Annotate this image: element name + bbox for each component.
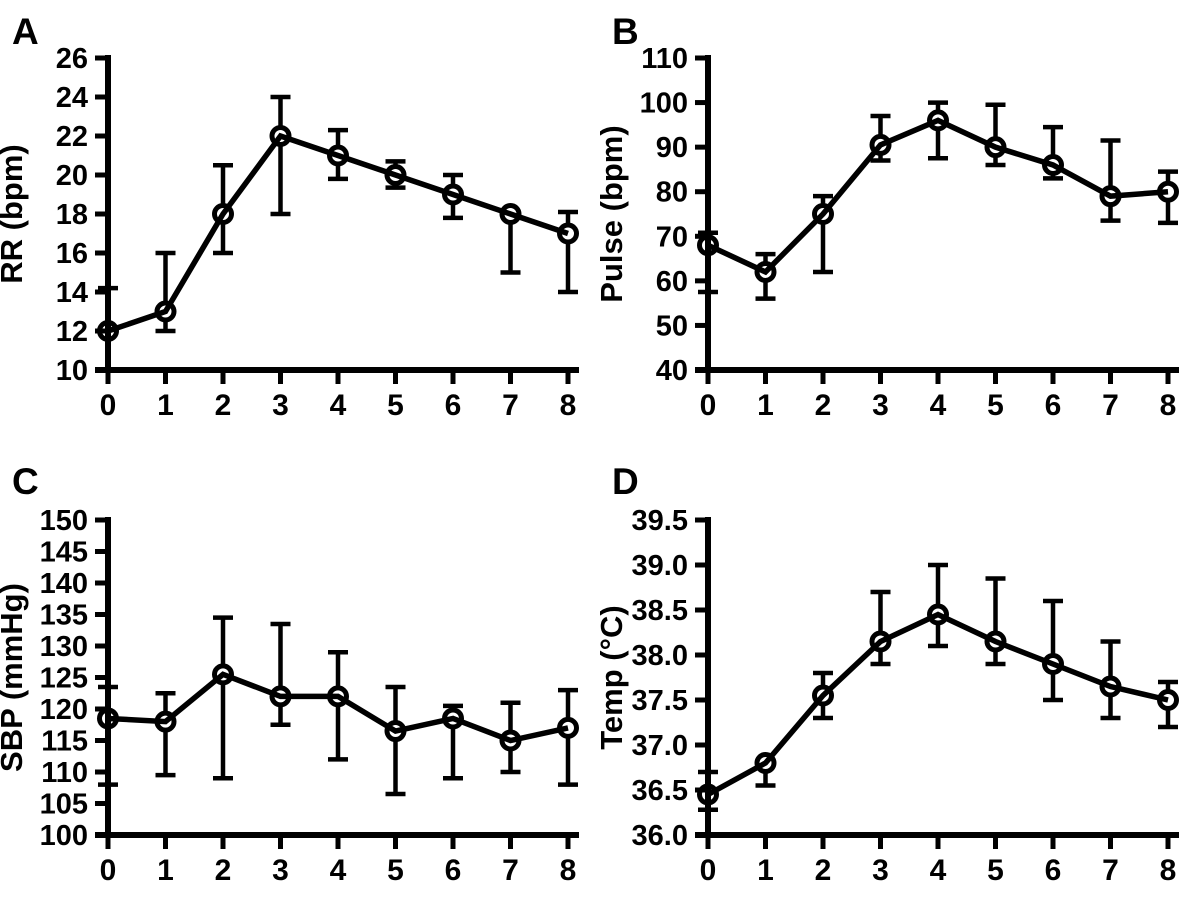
axes xyxy=(695,55,1179,384)
x-tick-label: 5 xyxy=(387,854,404,887)
y-tick-label: 16 xyxy=(56,238,88,270)
x-tick-label: 1 xyxy=(157,854,174,887)
x-tick-label: 6 xyxy=(1045,854,1062,887)
x-tick-label: 3 xyxy=(872,389,889,422)
axes xyxy=(95,517,579,849)
y-tick-label: 37.5 xyxy=(632,685,688,717)
y-tick-label: 36.5 xyxy=(632,775,688,807)
x-tick-label: 3 xyxy=(272,854,289,887)
x-tick-label: 2 xyxy=(215,389,232,422)
x-tick-label: 0 xyxy=(100,389,117,422)
panel-b: 40 50 60 70 80 90 100 110 0 1 2 3 4 5 6 7 8 B Pulse (bpm) xyxy=(594,11,1179,422)
y-tick-label: 18 xyxy=(56,199,88,231)
y-tick-label: 12 xyxy=(56,316,88,348)
y-tick-label: 110 xyxy=(641,43,688,75)
y-tick-label: 39.0 xyxy=(632,550,688,582)
y-tick-label: 38.0 xyxy=(632,640,688,672)
y-axis-title: RR (bpm) xyxy=(0,144,29,283)
y-tick-label: 20 xyxy=(56,160,88,192)
y-tick-label: 26 xyxy=(56,43,88,75)
y-tick-label: 10 xyxy=(56,355,88,387)
y-tick-label: 36.0 xyxy=(632,820,688,852)
x-tick-label: 8 xyxy=(1160,854,1177,887)
trend-line xyxy=(107,132,569,334)
y-tick-label: 120 xyxy=(40,694,88,726)
x-tick-label: 7 xyxy=(502,389,519,422)
panel-letter: C xyxy=(12,461,39,502)
y-axis-title: SBP (mmHg) xyxy=(0,583,29,772)
y-axis-title: Temp (°C) xyxy=(594,605,629,749)
x-tick-label: 5 xyxy=(987,389,1004,422)
x-tick-label: 8 xyxy=(1160,389,1177,422)
x-tick-label: 5 xyxy=(987,854,1004,887)
y-tick-label: 130 xyxy=(40,631,88,663)
x-tick-label: 6 xyxy=(445,854,462,887)
panel-letter: B xyxy=(612,11,639,52)
x-tick-label: 8 xyxy=(560,389,577,422)
trend-line xyxy=(706,117,1169,276)
x-tick-label: 4 xyxy=(330,854,347,887)
x-tick-label: 5 xyxy=(387,389,404,422)
y-tick-label: 50 xyxy=(656,310,688,342)
axes xyxy=(695,517,1179,849)
y-tick-label: 40 xyxy=(656,355,688,387)
y-tick-label: 24 xyxy=(56,82,88,114)
x-tick-label: 2 xyxy=(815,854,832,887)
y-axis-title: Pulse (bpm) xyxy=(594,125,629,302)
x-tick-label: 1 xyxy=(757,854,774,887)
y-tick-label: 145 xyxy=(40,537,88,569)
x-tick-label: 2 xyxy=(815,389,832,422)
axes xyxy=(95,55,579,384)
panel-letter: D xyxy=(612,461,639,502)
x-tick-label: 0 xyxy=(700,854,717,887)
y-tick-label: 38.5 xyxy=(632,595,688,627)
y-tick-label: 115 xyxy=(41,726,88,758)
x-tick-label: 0 xyxy=(700,389,717,422)
x-tick-label: 3 xyxy=(872,854,889,887)
y-tick-label: 150 xyxy=(40,505,88,537)
x-tick-label: 7 xyxy=(502,854,519,887)
x-tick-label: 8 xyxy=(560,854,577,887)
y-tick-label: 140 xyxy=(40,568,88,600)
panel-letter: A xyxy=(12,11,39,52)
trend-line xyxy=(107,671,569,744)
y-tick-label: 37.0 xyxy=(632,730,688,762)
x-tick-label: 4 xyxy=(330,389,347,422)
y-tick-label: 80 xyxy=(656,177,688,209)
y-tick-label: 135 xyxy=(40,600,88,632)
x-tick-label: 1 xyxy=(157,389,174,422)
x-tick-label: 6 xyxy=(445,389,462,422)
y-tick-label: 70 xyxy=(656,221,688,253)
x-tick-label: 7 xyxy=(1102,389,1119,422)
x-tick-label: 7 xyxy=(1102,854,1119,887)
x-tick-label: 4 xyxy=(930,854,947,887)
x-tick-label: 6 xyxy=(1045,389,1062,422)
y-tick-label: 100 xyxy=(40,820,88,852)
y-tick-label: 60 xyxy=(656,266,688,298)
trend-line xyxy=(706,611,1169,797)
x-tick-label: 2 xyxy=(215,854,232,887)
y-tick-label: 90 xyxy=(656,132,688,164)
y-tick-label: 39.5 xyxy=(632,505,688,537)
y-tick-label: 22 xyxy=(56,121,88,153)
tick-labels: 40 50 60 70 80 90 100 110 0 1 2 3 4 5 6 7 8 xyxy=(640,43,1177,422)
x-tick-label: 1 xyxy=(757,389,774,422)
tick-labels: 36.0 36.5 37.0 37.5 38.0 38.5 39.0 39.5 0 1 2 3 4 5 6 7… xyxy=(632,505,1177,887)
x-tick-label: 4 xyxy=(930,389,947,422)
y-tick-label: 110 xyxy=(41,757,88,789)
y-tick-label: 125 xyxy=(40,663,88,695)
x-tick-label: 0 xyxy=(100,854,117,887)
y-tick-label: 105 xyxy=(40,789,88,821)
y-tick-label: 100 xyxy=(640,88,688,120)
x-tick-label: 3 xyxy=(272,389,289,422)
y-tick-label: 14 xyxy=(56,277,88,309)
panel-d: 36.0 36.5 37.0 37.5 38.0 38.5 39.0 39.5 0 1 2 3 4 5 6 7… xyxy=(594,461,1179,887)
